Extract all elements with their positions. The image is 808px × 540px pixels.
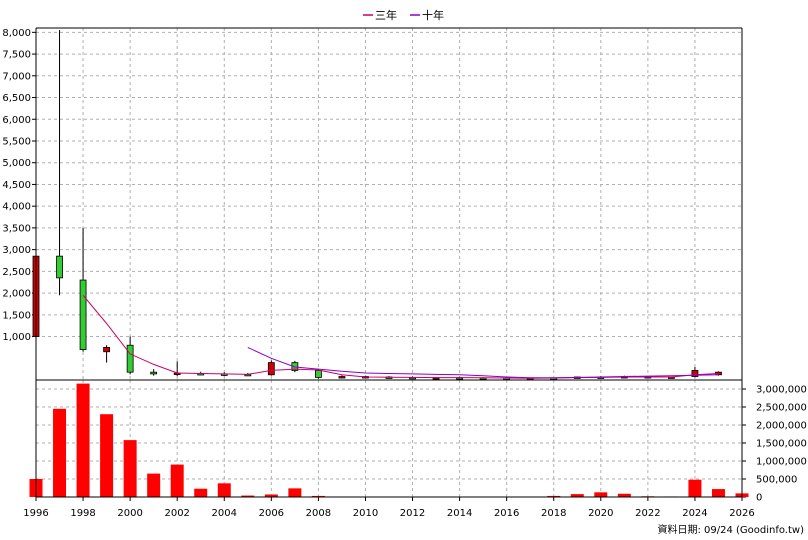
volume-tick-label: 1,000,000 xyxy=(756,457,807,468)
x-tick-label: 2026 xyxy=(729,508,754,519)
volume-panel: 0 500,000 1,000,000 1,500,000 2,000,000 2,500… xyxy=(29,380,807,504)
volume-bar xyxy=(264,494,278,497)
volume-tick-label: 1,500,000 xyxy=(756,439,807,450)
price-tick-label: 3,000 xyxy=(2,245,31,256)
x-tick-label: 2002 xyxy=(164,508,189,519)
price-tick-label: 2,000 xyxy=(2,289,31,300)
price-tick-label: 6,000 xyxy=(2,115,31,126)
legend-label-three-year: 三年 xyxy=(375,8,397,22)
candle-body xyxy=(79,279,87,350)
volume-bar xyxy=(123,440,137,497)
x-tick-label: 2012 xyxy=(400,508,425,519)
candle-body xyxy=(126,344,134,373)
price-tick-label: 8,000 xyxy=(2,28,31,39)
x-tick-label: 2006 xyxy=(259,508,284,519)
candle-body xyxy=(56,255,63,279)
price-tick-label: 4,500 xyxy=(2,180,31,191)
volume-tick-label: 3,000,000 xyxy=(756,385,807,396)
volume-gridlines xyxy=(35,380,743,498)
volume-bar xyxy=(241,495,255,497)
volume-bar xyxy=(53,408,67,497)
x-tick-label: 2000 xyxy=(117,508,142,519)
volume-bar xyxy=(170,464,184,497)
volume-bar xyxy=(688,479,702,497)
price-gridlines xyxy=(35,28,743,380)
legend: 三年 十年 xyxy=(363,8,444,22)
ma-line xyxy=(247,346,719,379)
candle-body xyxy=(267,362,275,376)
volume-bar xyxy=(594,492,608,497)
volume-bar xyxy=(547,495,561,497)
x-tick-label: 1996 xyxy=(23,508,48,519)
candle-body xyxy=(150,371,158,375)
volume-bars xyxy=(29,383,749,497)
volume-bar xyxy=(147,473,161,497)
ma-line xyxy=(82,294,719,379)
volume-bar xyxy=(76,383,90,497)
moving-average-lines xyxy=(82,294,719,379)
price-tick-label: 2,500 xyxy=(2,267,31,278)
x-tick-label: 2014 xyxy=(447,508,472,519)
volume-bar xyxy=(194,488,208,497)
volume-tick-label: 2,500,000 xyxy=(756,403,807,414)
candle-body xyxy=(314,370,322,378)
volume-tick-label: 2,000,000 xyxy=(756,421,807,432)
x-tick-label: 2004 xyxy=(212,508,237,519)
price-tick-label: 5,000 xyxy=(2,158,31,169)
price-tick-label: 3,500 xyxy=(2,223,31,234)
price-tick-label: 7,000 xyxy=(2,71,31,82)
x-tick-label: 2016 xyxy=(494,508,519,519)
volume-bar xyxy=(570,494,584,497)
price-tick-label: 1,500 xyxy=(2,310,31,321)
candle-body xyxy=(338,376,346,379)
legend-label-ten-year: 十年 xyxy=(422,8,444,22)
plot-frames xyxy=(35,27,743,498)
x-tick-label: 2024 xyxy=(682,508,707,519)
volume-bar xyxy=(617,493,631,497)
price-tick-label: 6,500 xyxy=(2,93,31,104)
volume-tick-label: 500,000 xyxy=(756,475,797,486)
x-tick-label: 2010 xyxy=(353,508,378,519)
price-tick-label: 5,500 xyxy=(2,136,31,147)
data-date-footer: 資料日期: 09/24 (Goodinfo.tw) xyxy=(657,523,804,536)
price-y-axis: 1,000 1,500 2,000 2,500 3,000 3,500 4,000 4,500… xyxy=(2,28,36,343)
x-tick-label: 2020 xyxy=(588,508,613,519)
volume-bar xyxy=(217,483,231,497)
candle-body xyxy=(103,347,110,353)
x-axis: 1996 1998 2000 2002 2004 2006 2008 2010 2012 2014… xyxy=(23,497,755,519)
volume-bar xyxy=(711,489,725,497)
x-tick-label: 1998 xyxy=(70,508,95,519)
price-panel: 1,000 1,500 2,000 2,500 3,000 3,500 4,000 4,500… xyxy=(2,28,743,380)
volume-bar xyxy=(311,495,325,497)
price-tick-label: 4,000 xyxy=(2,202,31,213)
volume-y-axis: 0 500,000 1,000,000 1,500,000 2,000,000 2,500… xyxy=(742,385,807,504)
candlesticks xyxy=(32,30,722,380)
price-tick-label: 7,500 xyxy=(2,50,31,61)
candle-body xyxy=(691,370,699,377)
x-tick-label: 2018 xyxy=(541,508,566,519)
volume-bar xyxy=(288,488,302,497)
x-tick-label: 2008 xyxy=(306,508,331,519)
price-tick-label: 1,000 xyxy=(2,332,31,343)
x-tick-label: 2022 xyxy=(635,508,660,519)
volume-bar xyxy=(100,414,114,497)
volume-tick-label: 0 xyxy=(756,493,762,504)
